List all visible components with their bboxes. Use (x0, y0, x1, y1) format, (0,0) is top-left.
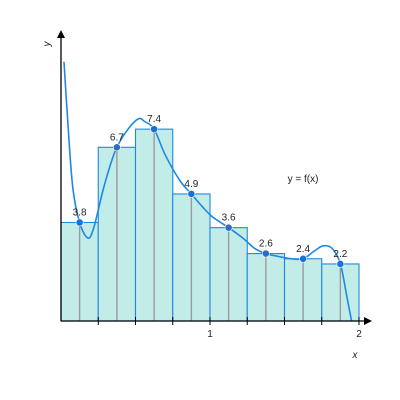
value-label-5: 3.6 (222, 213, 236, 224)
function-label: y = f(x) (288, 174, 319, 185)
sample-point-6 (261, 249, 270, 258)
bars-group (60, 128, 360, 322)
x-tick-label-8: 2 (356, 329, 362, 340)
sample-lines-group (78, 129, 342, 321)
value-label-1: 3.8 (73, 207, 87, 218)
x-tick-label-4: 1 (207, 329, 213, 340)
value-label-4: 4.9 (184, 179, 198, 190)
y-axis-label: y (42, 41, 53, 48)
sample-point-1 (75, 218, 84, 227)
y-axis-arrow (57, 30, 65, 38)
value-label-3: 7.4 (147, 114, 161, 125)
sample-point-3 (150, 125, 159, 134)
sample-point-5 (224, 223, 233, 232)
value-label-2: 6.7 (110, 132, 124, 143)
x-axis-label: x (352, 350, 359, 361)
points-group (75, 125, 345, 268)
value-label-8: 2.2 (333, 249, 347, 260)
value-labels-group: 3.8 6.7 7.4 4.9 3.6 2.6 2.4 2.2 (73, 114, 348, 260)
sample-point-4 (187, 190, 196, 198)
sample-point-2 (112, 143, 121, 152)
x-axis-arrow (364, 317, 372, 325)
value-label-7: 2.4 (296, 244, 310, 255)
value-label-6: 2.6 (259, 239, 273, 250)
sample-point-8 (336, 260, 345, 268)
sample-point-7 (299, 254, 308, 263)
